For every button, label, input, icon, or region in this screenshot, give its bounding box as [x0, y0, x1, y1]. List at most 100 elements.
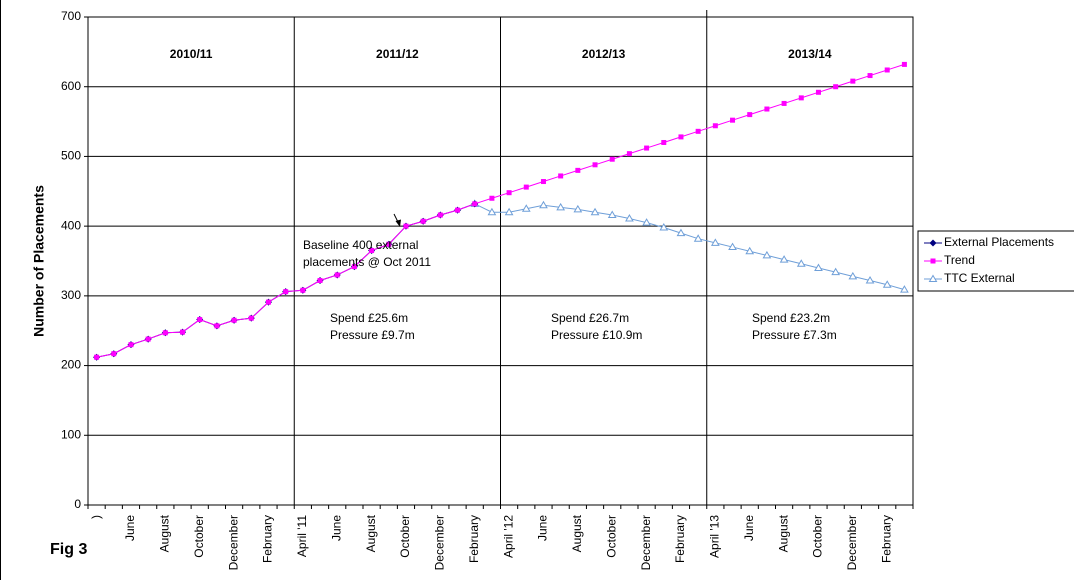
- point: [815, 89, 821, 95]
- y-tick-label: 500: [61, 149, 81, 163]
- x-tick-label: February: [261, 515, 275, 563]
- point: [487, 207, 497, 216]
- x-tick-label: April '13: [708, 515, 722, 558]
- point: [317, 278, 323, 284]
- point: [590, 207, 600, 216]
- x-tick-label: December: [845, 515, 859, 570]
- point: [248, 315, 254, 321]
- x-tick-label: June: [742, 515, 756, 541]
- x-tick-label: February: [673, 515, 687, 563]
- point: [162, 330, 168, 336]
- point: [661, 139, 667, 145]
- point: [369, 248, 375, 254]
- point: [626, 151, 632, 157]
- point: [710, 238, 720, 246]
- point: [351, 264, 357, 270]
- point: [504, 207, 514, 216]
- point: [420, 218, 426, 224]
- point: [764, 106, 770, 112]
- period-label: 2011/12: [376, 47, 419, 61]
- point: [730, 117, 736, 123]
- x-tick-label: December: [639, 515, 653, 570]
- y-tick-label: 100: [61, 427, 81, 441]
- point: [472, 201, 478, 207]
- point: [712, 123, 718, 129]
- point: [573, 204, 583, 213]
- y-tick-label: 0: [74, 497, 81, 511]
- point: [437, 212, 443, 218]
- y-tick-label: 700: [61, 9, 81, 23]
- y-tick-label: 300: [61, 288, 81, 302]
- point: [762, 250, 772, 259]
- point: [231, 317, 237, 323]
- point: [865, 276, 875, 284]
- legend: External Placements Trend TTC External: [917, 230, 1074, 292]
- x-tick-label: April '12: [501, 515, 515, 558]
- x-tick-label: June: [329, 515, 343, 541]
- x-tick-label: August: [570, 514, 584, 552]
- point: [300, 287, 306, 293]
- point: [592, 162, 598, 168]
- point: [94, 354, 100, 360]
- point: [695, 128, 701, 134]
- point: [901, 61, 907, 67]
- point: [848, 271, 858, 280]
- point: [796, 259, 806, 267]
- point: [128, 342, 134, 348]
- x-tick-label: June: [123, 515, 137, 541]
- note-text: Pressure £9.7m: [330, 328, 415, 342]
- point: [833, 84, 839, 90]
- note-text: Spend £25.6m: [330, 311, 408, 325]
- point: [180, 329, 186, 335]
- point: [867, 73, 873, 79]
- point: [900, 285, 909, 293]
- point: [539, 200, 548, 209]
- x-tick-label: February: [467, 515, 481, 563]
- point: [265, 299, 271, 305]
- legend-marker: [930, 258, 936, 264]
- legend-box: [917, 230, 1074, 292]
- period-label: 2012/13: [582, 47, 626, 61]
- point: [575, 167, 581, 173]
- point: [831, 267, 841, 276]
- point: [781, 100, 787, 106]
- x-tick-label: August: [776, 514, 790, 552]
- x-tick-label: December: [226, 515, 240, 570]
- legend-label: TTC External: [944, 271, 1015, 285]
- note-text: Spend £23.2m: [752, 311, 830, 325]
- point: [676, 228, 686, 237]
- point: [625, 213, 634, 222]
- point: [678, 134, 684, 140]
- callout-text: Baseline 400 external: [303, 238, 418, 252]
- point: [642, 218, 651, 226]
- point: [197, 317, 203, 323]
- series-line: [474, 203, 905, 291]
- point: [556, 202, 566, 211]
- figure-label: Fig 3: [50, 541, 87, 558]
- point: [728, 242, 737, 251]
- point: [455, 207, 461, 213]
- point: [558, 173, 564, 179]
- point: [644, 145, 650, 151]
- legend-marker: [929, 239, 937, 247]
- point: [506, 190, 512, 196]
- x-tick-label: October: [398, 515, 412, 558]
- point: [747, 112, 753, 118]
- x-tick-label: ): [89, 515, 103, 519]
- x-tick-label: June: [536, 515, 550, 541]
- point: [523, 184, 529, 190]
- point: [403, 223, 409, 229]
- y-tick-label: 200: [61, 358, 81, 372]
- note-text: Spend £26.7m: [551, 311, 629, 325]
- note-text: Pressure £7.3m: [752, 328, 837, 342]
- x-tick-label: October: [192, 515, 206, 558]
- x-tick-label: August: [158, 514, 172, 552]
- series-line: [96, 63, 905, 358]
- x-tick-label: October: [811, 515, 825, 558]
- point: [882, 280, 892, 288]
- period-label: 2013/14: [788, 47, 832, 61]
- point: [779, 255, 789, 263]
- point: [540, 179, 546, 185]
- point: [884, 67, 890, 73]
